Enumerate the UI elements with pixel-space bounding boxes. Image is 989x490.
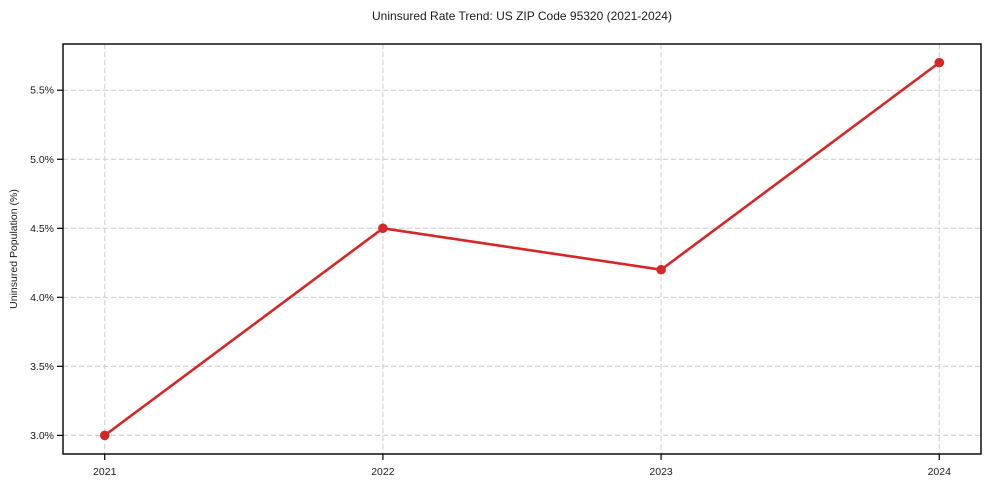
plot-frame xyxy=(62,43,982,455)
y-tick-label: 3.0% xyxy=(30,430,54,442)
y-tick-label: 4.5% xyxy=(30,223,54,235)
data-point-marker xyxy=(378,223,388,234)
x-tick-label: 2021 xyxy=(93,466,117,478)
y-tick-label: 4.0% xyxy=(30,292,54,304)
x-tick-label: 2023 xyxy=(649,466,673,478)
y-axis-label: Uninsured Population (%) xyxy=(8,189,20,309)
data-point-marker xyxy=(656,264,666,275)
data-point-marker xyxy=(99,430,110,441)
y-tick-label: 5.5% xyxy=(30,85,54,97)
chart-title: Uninsured Rate Trend: US ZIP Code 95320 … xyxy=(372,9,672,23)
data-point-marker xyxy=(934,57,945,68)
y-tick-label: 3.5% xyxy=(30,361,54,373)
trend-line xyxy=(103,61,941,437)
x-tick-label: 2024 xyxy=(928,466,952,478)
x-tick-label: 2022 xyxy=(371,466,395,478)
y-tick-label: 5.0% xyxy=(30,154,54,166)
